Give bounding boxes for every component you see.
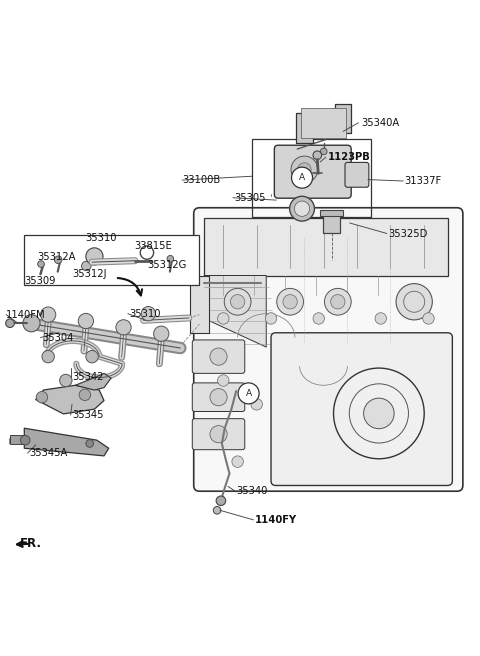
Circle shape xyxy=(224,289,251,315)
FancyBboxPatch shape xyxy=(271,333,452,485)
Circle shape xyxy=(23,315,40,332)
Circle shape xyxy=(334,368,424,459)
Circle shape xyxy=(154,326,169,341)
Text: 35310: 35310 xyxy=(85,234,117,243)
Circle shape xyxy=(6,319,14,327)
Circle shape xyxy=(60,375,72,386)
Circle shape xyxy=(213,506,221,514)
Text: 35340A: 35340A xyxy=(362,118,400,128)
Text: 35340: 35340 xyxy=(236,486,267,496)
FancyBboxPatch shape xyxy=(194,208,463,491)
Circle shape xyxy=(216,496,226,506)
Circle shape xyxy=(396,283,432,320)
Polygon shape xyxy=(36,385,104,414)
Polygon shape xyxy=(190,276,209,333)
Text: 1123PB: 1123PB xyxy=(328,152,371,162)
Circle shape xyxy=(375,313,386,324)
Polygon shape xyxy=(204,218,447,276)
Text: 35312A: 35312A xyxy=(37,253,76,262)
Circle shape xyxy=(210,388,227,406)
Bar xyxy=(301,108,347,138)
Polygon shape xyxy=(296,104,351,143)
Bar xyxy=(323,213,340,233)
Circle shape xyxy=(294,201,310,216)
Circle shape xyxy=(232,456,243,467)
Text: 35325D: 35325D xyxy=(388,228,427,239)
Circle shape xyxy=(40,307,56,322)
Circle shape xyxy=(21,436,30,445)
Circle shape xyxy=(36,392,48,403)
Circle shape xyxy=(298,163,311,176)
Circle shape xyxy=(277,289,303,315)
Circle shape xyxy=(423,313,434,324)
Circle shape xyxy=(331,295,345,309)
Text: 35345: 35345 xyxy=(72,410,104,420)
Polygon shape xyxy=(75,373,111,390)
Circle shape xyxy=(238,383,259,404)
Circle shape xyxy=(210,348,227,365)
Circle shape xyxy=(79,389,91,401)
Bar xyxy=(24,235,199,285)
Circle shape xyxy=(217,313,229,324)
Circle shape xyxy=(54,256,62,264)
FancyBboxPatch shape xyxy=(345,163,369,187)
Text: 35309: 35309 xyxy=(24,276,56,286)
Bar xyxy=(320,210,343,216)
Circle shape xyxy=(217,375,229,386)
Bar xyxy=(10,435,24,445)
Circle shape xyxy=(141,306,156,321)
Circle shape xyxy=(78,314,94,329)
Circle shape xyxy=(283,295,297,309)
Circle shape xyxy=(37,260,44,268)
Text: 31337F: 31337F xyxy=(405,176,442,186)
Polygon shape xyxy=(10,428,109,456)
Circle shape xyxy=(86,350,98,363)
Text: 33100B: 33100B xyxy=(183,175,221,185)
Circle shape xyxy=(291,167,312,188)
Circle shape xyxy=(251,399,263,410)
Text: 35312J: 35312J xyxy=(72,269,107,279)
Circle shape xyxy=(291,156,318,183)
Polygon shape xyxy=(204,276,266,347)
Circle shape xyxy=(324,289,351,315)
Circle shape xyxy=(265,313,277,324)
Text: 35310: 35310 xyxy=(129,309,161,319)
Circle shape xyxy=(313,151,322,159)
Circle shape xyxy=(116,319,131,335)
Circle shape xyxy=(364,398,394,428)
Bar xyxy=(252,140,371,217)
Text: 33815E: 33815E xyxy=(134,241,172,251)
FancyBboxPatch shape xyxy=(192,383,245,411)
Circle shape xyxy=(321,148,327,155)
Circle shape xyxy=(82,261,91,271)
Circle shape xyxy=(313,313,324,324)
Text: A: A xyxy=(299,173,305,182)
Text: 1140FM: 1140FM xyxy=(6,310,46,319)
Circle shape xyxy=(42,350,54,363)
Circle shape xyxy=(230,295,245,309)
Circle shape xyxy=(289,196,314,221)
Text: 35305: 35305 xyxy=(234,193,266,203)
Circle shape xyxy=(167,255,174,262)
Text: A: A xyxy=(246,389,252,398)
Text: FR.: FR. xyxy=(20,537,42,550)
FancyBboxPatch shape xyxy=(192,419,245,450)
FancyBboxPatch shape xyxy=(192,340,245,373)
FancyBboxPatch shape xyxy=(275,145,351,198)
Text: 35312G: 35312G xyxy=(147,260,186,270)
Circle shape xyxy=(86,440,94,447)
Text: 35342: 35342 xyxy=(72,372,104,382)
Text: 35345A: 35345A xyxy=(29,448,68,458)
Circle shape xyxy=(210,426,227,443)
Text: 35304: 35304 xyxy=(42,333,73,342)
Circle shape xyxy=(86,248,103,265)
Text: 1140FY: 1140FY xyxy=(254,515,297,525)
